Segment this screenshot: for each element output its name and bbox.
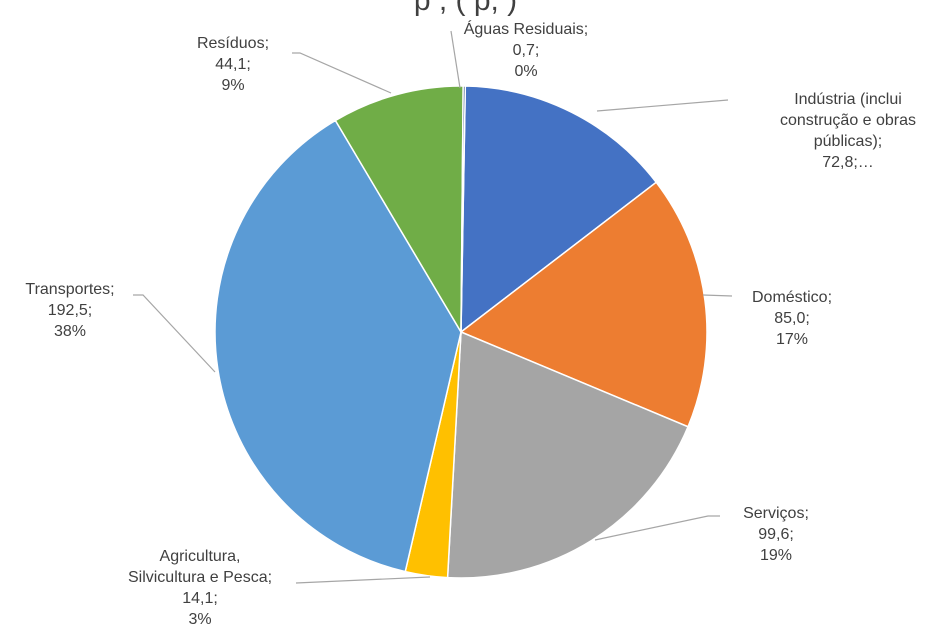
- data-label-2: Doméstico; 85,0; 17%: [752, 289, 832, 348]
- pie-slice-3: [446, 330, 690, 579]
- data-label-6: Resíduos; 44,1; 9%: [197, 35, 269, 94]
- pie-slice-2: [459, 181, 708, 428]
- leader-line-3: [594, 515, 720, 541]
- leader-line-5: [133, 294, 216, 373]
- leader-line-4: [295, 576, 431, 584]
- data-label-1: Indústria (inclui construção e obras públi…: [780, 91, 916, 171]
- leader-line-6: [292, 52, 392, 94]
- pie-slice-5: [214, 119, 462, 573]
- leader-line-1: [596, 99, 729, 112]
- leader-line-2: [702, 294, 733, 297]
- data-label-3: Serviços; 99,6; 19%: [743, 505, 809, 564]
- pie-slice-6: [334, 85, 464, 335]
- data-label-7: Águas Residuais; 0,7; 0%: [464, 19, 589, 80]
- leader-line-7: [450, 30, 461, 89]
- data-label-5: Transportes; 192,5; 38%: [25, 281, 114, 340]
- pie-slice-7: [460, 85, 467, 333]
- data-label-4: Agricultura, Silvicultura e Pesca; 14,1; 3%: [128, 548, 272, 628]
- pie-slice-1: [460, 85, 658, 334]
- chart-title: p , ( p, ): [413, 0, 518, 17]
